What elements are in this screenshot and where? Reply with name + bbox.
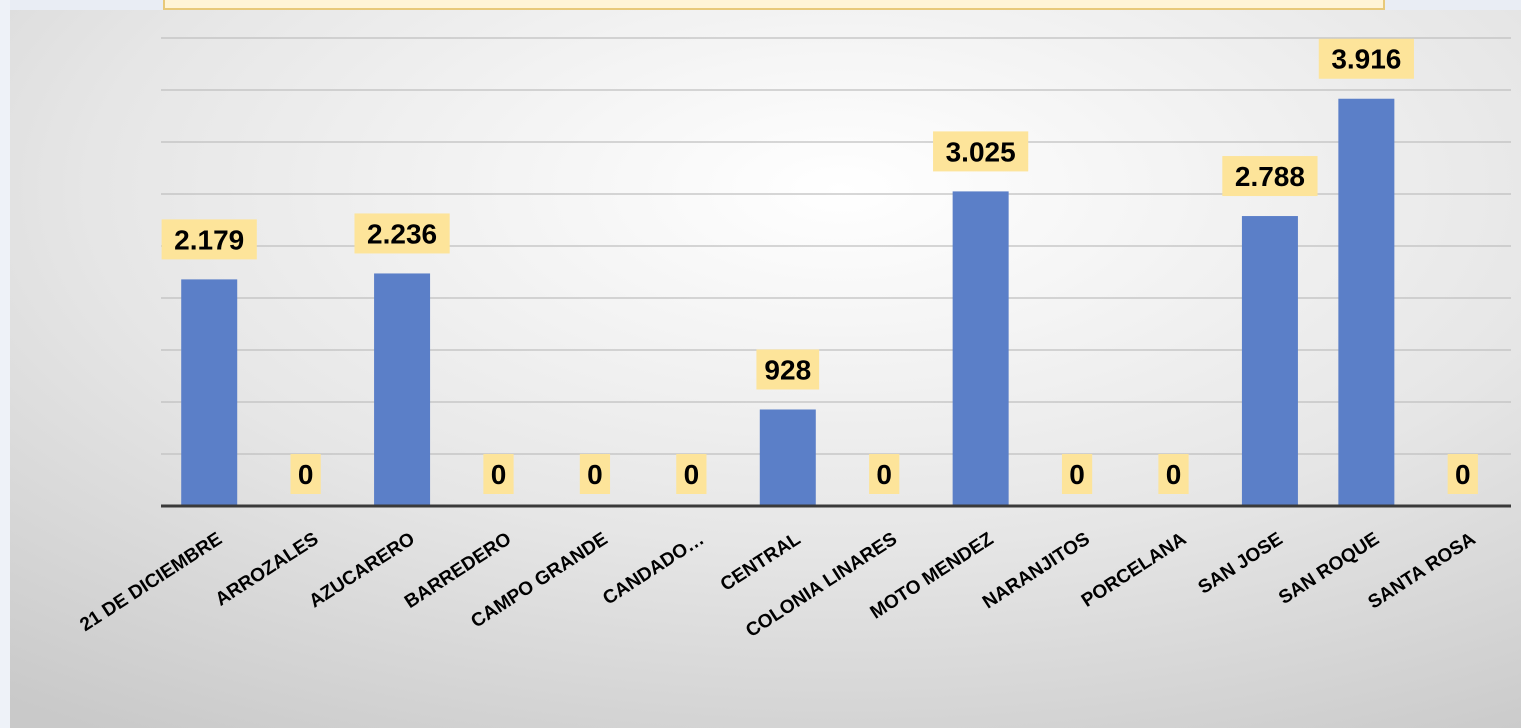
top-banner-edge <box>163 0 1385 10</box>
data-label-text: 0 <box>1166 459 1182 490</box>
data-label-text: 2.179 <box>174 224 244 255</box>
data-label-box <box>933 131 1029 172</box>
data-label-box <box>1061 454 1093 494</box>
data-label: 3.916 <box>1318 38 1414 79</box>
bar <box>374 273 431 506</box>
data-label: 0 <box>1158 454 1189 494</box>
data-label-text: 0 <box>298 459 314 490</box>
data-label-text: 928 <box>764 354 811 385</box>
data-label-box <box>1318 38 1414 79</box>
bar <box>1338 98 1395 507</box>
data-label: 0 <box>483 454 514 494</box>
data-label-box <box>483 454 514 494</box>
data-label-text: 2.788 <box>1235 161 1305 192</box>
data-label-text: 0 <box>1455 459 1471 490</box>
data-label-box <box>869 454 900 494</box>
data-label-box <box>1158 454 1189 494</box>
data-label-text: 0 <box>587 459 603 490</box>
data-label-box <box>676 454 707 494</box>
data-label-text: 0 <box>684 459 700 490</box>
data-label: 0 <box>1447 454 1478 494</box>
bar <box>181 279 238 506</box>
data-label-box <box>1447 454 1478 494</box>
data-label: 2.788 <box>1222 156 1318 197</box>
data-label: 0 <box>290 454 321 494</box>
bar <box>1241 216 1298 506</box>
data-label: 2.179 <box>161 219 257 260</box>
data-label-text: 0 <box>1069 459 1085 490</box>
data-label: 928 <box>756 349 820 390</box>
data-label-box <box>579 454 611 494</box>
data-labels: 2.179 0 2.236 0 0 0 928 0 3.025 0 0 2.788 3.916 0 <box>161 38 1478 494</box>
data-label: 2.236 <box>354 213 450 254</box>
data-label: 0 <box>869 454 900 494</box>
bar <box>952 191 1009 506</box>
data-label-box <box>1222 156 1318 197</box>
data-label-box <box>756 349 820 390</box>
data-label-box <box>354 213 450 254</box>
data-label-text: 2.236 <box>367 218 437 249</box>
data-label-text: 0 <box>491 459 507 490</box>
data-label: 0 <box>579 454 611 494</box>
data-label-text: 0 <box>876 459 892 490</box>
bars <box>181 98 1395 507</box>
bar <box>759 409 816 506</box>
left-margin-strip <box>0 0 10 728</box>
data-label-box <box>161 219 257 260</box>
data-label: 0 <box>676 454 707 494</box>
data-label-box <box>290 454 321 494</box>
data-label: 0 <box>1061 454 1093 494</box>
data-label-text: 3.916 <box>1331 44 1401 75</box>
data-label: 3.025 <box>933 131 1029 172</box>
data-label-text: 3.025 <box>946 136 1016 167</box>
